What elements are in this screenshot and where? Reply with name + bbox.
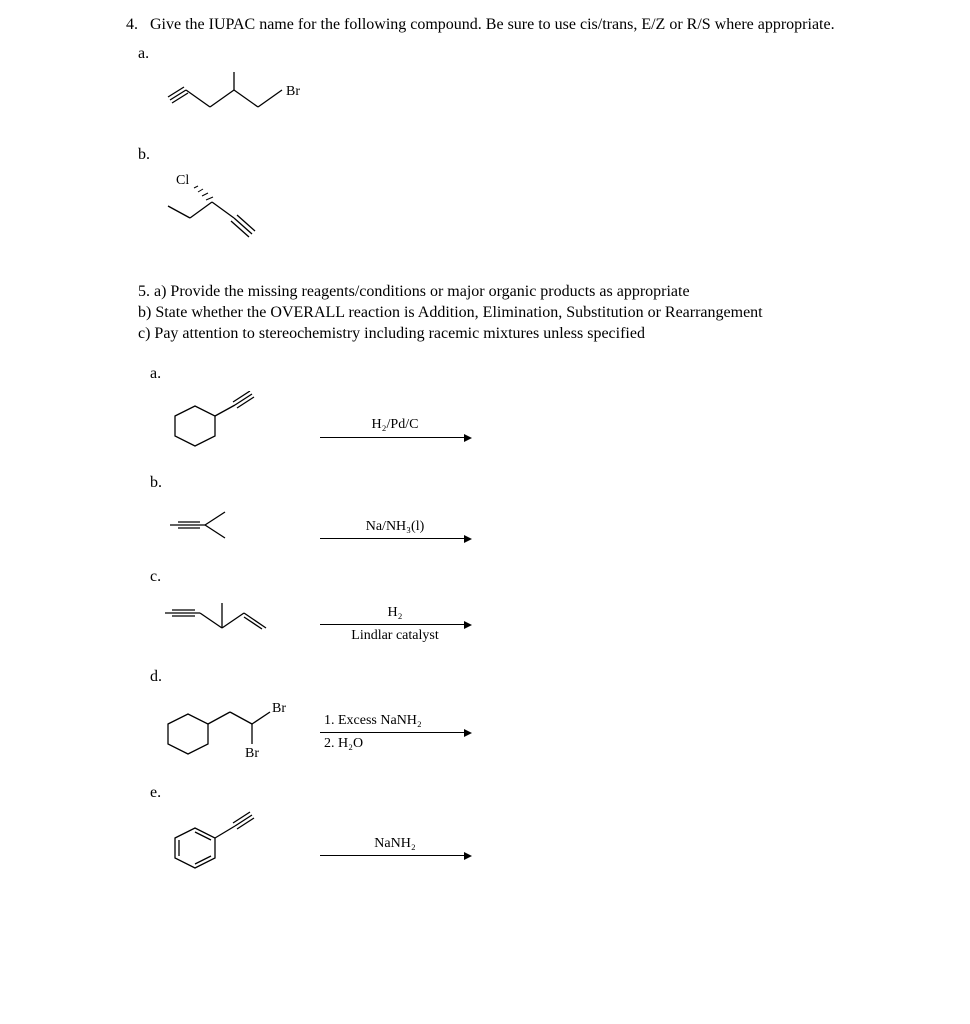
q5c-reagent-bot: Lindlar catalyst <box>320 627 470 645</box>
q4a-svg: Br <box>158 69 328 124</box>
q4b-label: b. <box>138 145 910 166</box>
q5-intro: 5. a) Provide the missing reagents/condi… <box>138 282 910 344</box>
q5b-reagent: Na/NH₃(l) <box>320 518 470 536</box>
q5d-reagent-bot: 2. H₂O <box>320 735 470 753</box>
q4a-label: a. <box>138 44 910 65</box>
q4-text: Give the IUPAC name for the following co… <box>150 15 910 36</box>
q5b-label: b. <box>150 473 910 494</box>
question-5: 5. a) Provide the missing reagents/condi… <box>100 282 910 881</box>
q5d-arrow: 1. Excess NaNH₂ 2. H₂O <box>320 712 470 753</box>
q5e-arrow: NaNH₂ <box>320 835 470 856</box>
q5c-reagent-top: H₂ <box>320 604 470 622</box>
q5c-label: c. <box>150 567 910 588</box>
q5a-label: a. <box>150 364 910 385</box>
q4-number: 4. <box>100 15 150 36</box>
q4b-svg: Cl <box>158 170 298 250</box>
q5b-arrow: Na/NH₃(l) <box>320 518 470 539</box>
q5e-structure <box>150 810 320 882</box>
cl-label: Cl <box>176 173 189 188</box>
q5-intro-b: b) State whether the OVERALL reaction is… <box>138 303 910 324</box>
q4-header: 4. Give the IUPAC name for the following… <box>100 15 910 36</box>
q5e-reagent: NaNH₂ <box>320 835 470 853</box>
br1-label: Br <box>272 701 286 716</box>
q5b-svg <box>150 500 270 550</box>
q4a-structure: Br <box>158 69 910 131</box>
q5c-svg <box>150 593 300 648</box>
q5e-label: e. <box>150 783 910 804</box>
question-4: 4. Give the IUPAC name for the following… <box>100 15 910 257</box>
q5a-structure <box>150 391 320 463</box>
q5d-svg: Br Br <box>150 694 320 764</box>
q4b-structure: Cl <box>158 170 910 257</box>
q5d-label: d. <box>150 667 910 688</box>
q5c-arrow: H₂ Lindlar catalyst <box>320 604 470 645</box>
q5a-arrow: H₂/Pd/C <box>320 416 470 437</box>
br2-label: Br <box>245 746 259 761</box>
q5d-row: Br Br 1. Excess NaNH₂ 2. H₂O <box>150 694 910 771</box>
br-label: Br <box>286 84 300 99</box>
q5a-svg <box>150 391 270 456</box>
q5c-structure <box>150 593 320 655</box>
q4b: b. Cl <box>138 145 910 257</box>
q5a-row: H₂/Pd/C <box>150 391 910 463</box>
q5d-structure: Br Br <box>150 694 320 771</box>
q5e-svg <box>150 810 270 875</box>
q5d-reagent-top: 1. Excess NaNH₂ <box>320 712 470 730</box>
q5b-row: Na/NH₃(l) <box>150 500 910 557</box>
q5-intro-a: 5. a) Provide the missing reagents/condi… <box>138 282 910 303</box>
q5-intro-c: c) Pay attention to stereochemistry incl… <box>138 324 910 345</box>
q5c-row: H₂ Lindlar catalyst <box>150 593 910 655</box>
q5a-reagent: H₂/Pd/C <box>320 416 470 434</box>
q5e-row: NaNH₂ <box>150 810 910 882</box>
q5b-structure <box>150 500 320 557</box>
q4a: a. Br <box>138 44 910 131</box>
